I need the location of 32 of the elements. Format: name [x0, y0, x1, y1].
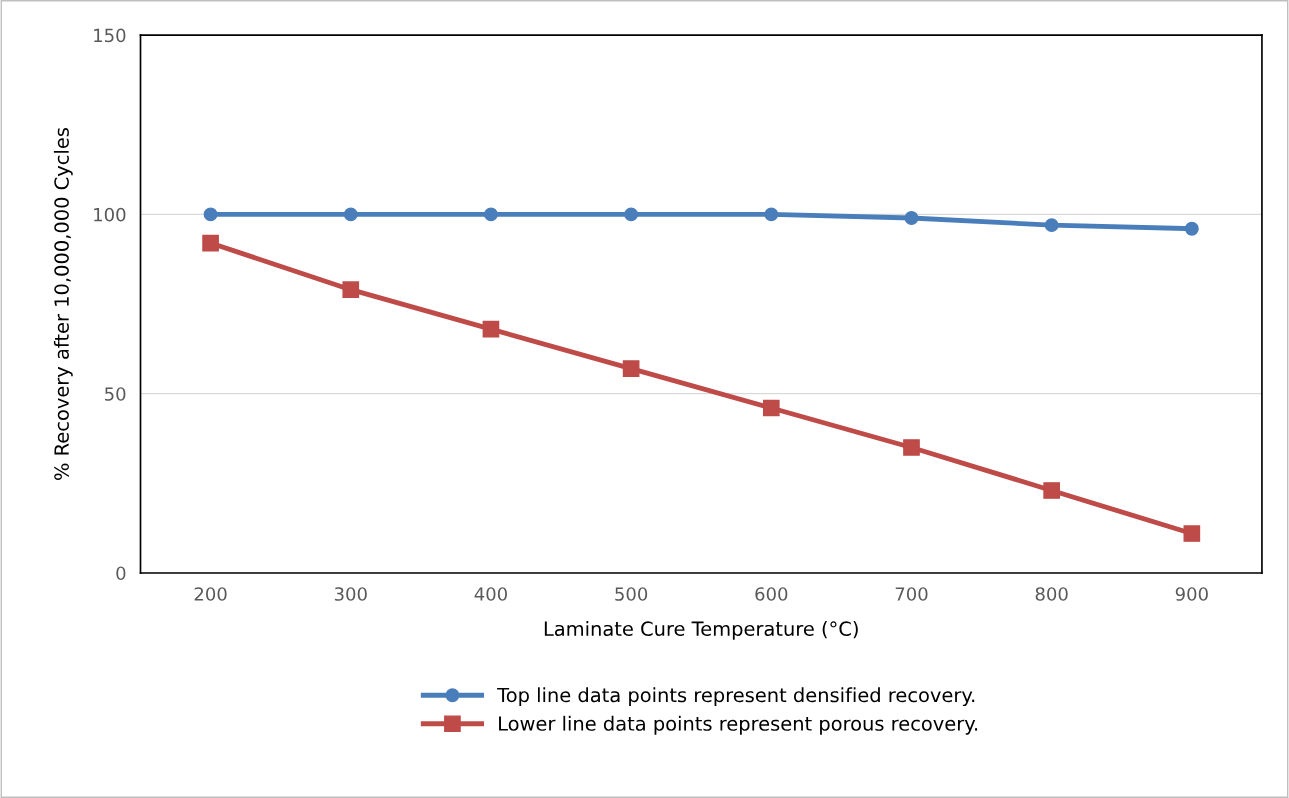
y-tick-label: 50	[105, 387, 126, 401]
y-tick-label: 150	[94, 28, 126, 43]
point	[484, 207, 498, 222]
point	[903, 439, 920, 456]
point	[1184, 221, 1199, 236]
y-axis-title: % Recovery after 10,000,000 Cycles	[53, 128, 73, 480]
x-tick-label: 500	[615, 587, 648, 601]
y-tick-label: 0	[116, 566, 126, 581]
legend-label: Top line data points represent densified recovery.	[497, 687, 975, 707]
point	[1043, 482, 1060, 499]
legend-label: Lower line data points represent porous recovery.	[499, 715, 978, 735]
point	[904, 211, 919, 225]
x-tick-label: 400	[474, 587, 507, 601]
point	[1044, 218, 1059, 233]
x-tick-label: 200	[194, 587, 227, 601]
point	[202, 234, 219, 252]
point	[1183, 525, 1201, 542]
y-tick-label: 100	[94, 207, 126, 222]
x-tick-label: 300	[334, 587, 367, 601]
point	[203, 207, 218, 222]
x-tick-label: 600	[755, 587, 788, 601]
point	[764, 207, 779, 222]
x-tick-label: 800	[1035, 587, 1068, 601]
x-tick-label: 900	[1175, 587, 1208, 601]
point	[482, 320, 500, 338]
x-axis-title: Laminate Cure Temperature (°C)	[544, 620, 858, 640]
point	[762, 399, 780, 417]
point	[624, 207, 639, 222]
point	[622, 360, 640, 377]
point	[342, 281, 360, 299]
point	[343, 207, 358, 222]
x-tick-label: 700	[895, 587, 928, 601]
